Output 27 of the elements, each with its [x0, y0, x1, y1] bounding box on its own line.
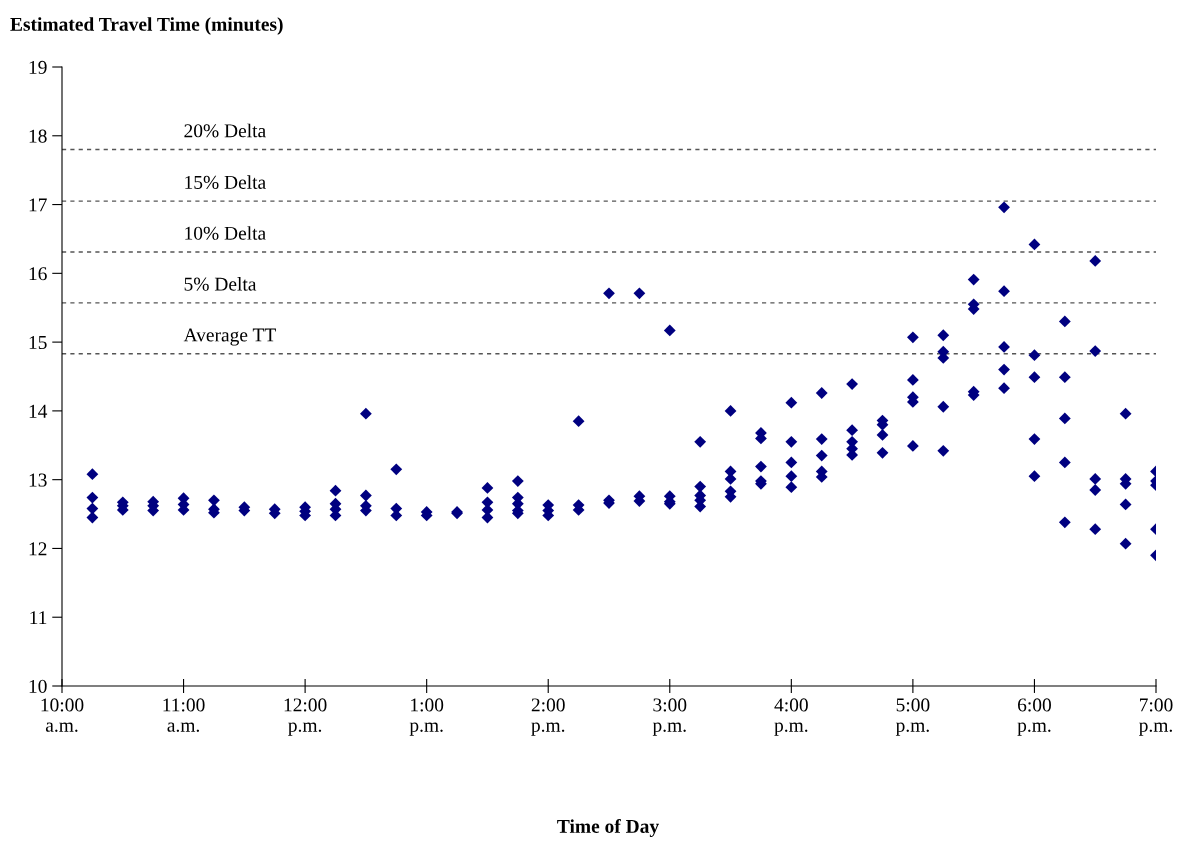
x-tick-label: 7:00 p.m. — [1139, 698, 1173, 736]
x-tick-label: 11:00 a.m. — [163, 698, 205, 732]
y-tick-label: 16 — [29, 267, 47, 281]
x-tick-label: 2:00 p.m. — [531, 698, 565, 736]
x-tick-label: 4:00 p.m. — [774, 698, 808, 736]
ref-line-label: Average TT — [183, 328, 276, 346]
ref-line-label: 5% Delta — [184, 277, 257, 291]
y-tick-label: 19 — [29, 60, 47, 74]
y-tick-label: 18 — [29, 129, 47, 143]
x-tick-label: 1:00 p.m. — [409, 698, 444, 736]
y-tick-label: 10 — [29, 679, 47, 693]
ref-line-label: 15% Delta — [185, 175, 266, 189]
ref-line-label: 10% Delta — [185, 226, 266, 240]
x-axis-title: Time of Day — [557, 819, 659, 837]
y-tick-label: 14 — [29, 404, 48, 418]
y-tick-label: 12 — [29, 542, 47, 556]
x-tick-label: 3:00 p.m. — [652, 698, 687, 736]
y-tick-label: 15 — [29, 336, 47, 350]
y-tick-label: 17 — [29, 198, 47, 212]
y-tick-label: 11 — [30, 611, 47, 624]
x-tick-label: 5:00 p.m. — [895, 698, 930, 736]
x-tick-label: 12:00 p.m. — [284, 698, 327, 736]
x-tick-label: 10:00 a.m. — [41, 698, 84, 732]
x-tick-label: 6:00 p.m. — [1017, 698, 1051, 736]
ref-line-label: 20% Delta — [184, 123, 266, 138]
y-tick-label: 13 — [29, 473, 47, 487]
y-axis-title: Estimated Travel Time (minutes) — [10, 17, 283, 35]
